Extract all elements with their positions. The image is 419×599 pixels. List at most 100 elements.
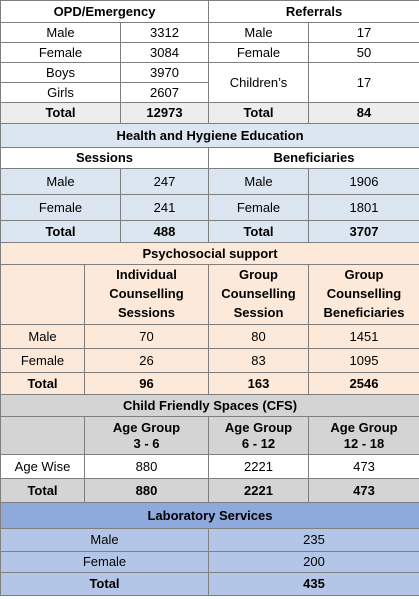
hygiene-title-row: Health and Hygiene Education — [0, 123, 419, 148]
lab-row: Female 200 — [0, 551, 419, 573]
psychosocial-row: Male 70 80 1451 — [0, 324, 419, 349]
hygiene-total-label: Total — [0, 220, 121, 243]
psychosocial-corner — [0, 264, 85, 325]
referral-total-label: Total — [208, 102, 309, 124]
hygiene-total-row: Total 488 Total 3707 — [0, 220, 419, 243]
lab-total-value: 435 — [208, 572, 419, 596]
lab-title-row: Laboratory Services — [0, 502, 419, 529]
psychosocial-total-value: 96 — [84, 372, 209, 395]
hygiene-ben-value: 1801 — [308, 194, 419, 221]
hygiene-total-ben-value: 3707 — [308, 220, 419, 243]
opd-row: Girls 2607 — [0, 82, 419, 103]
referral-value: 17 — [308, 22, 419, 43]
lab-total-row: Total 435 — [0, 572, 419, 596]
cfs-header-line1: Age Group — [224, 419, 293, 435]
hygiene-ben-label: Male — [208, 168, 309, 195]
opd-title: OPD/Emergency — [0, 0, 209, 23]
cfs-total-value: 880 — [84, 478, 209, 503]
opd-total-row: Total 12973 Total 84 — [0, 102, 419, 124]
opd-label: Boys — [0, 62, 121, 83]
referrals-title: Referrals — [208, 0, 419, 23]
lab-total-label: Total — [0, 572, 209, 596]
psychosocial-total-value: 163 — [208, 372, 309, 395]
referral-label: Female — [208, 42, 309, 63]
psychosocial-header: Individual Counselling Sessions — [84, 264, 209, 325]
lab-title: Laboratory Services — [0, 502, 419, 529]
hygiene-subheader-row: Sessions Beneficiaries — [0, 147, 419, 169]
opd-row: Female 3084 Female 50 — [0, 42, 419, 63]
hygiene-sessions-value: 247 — [120, 168, 209, 195]
hygiene-row: Male 247 Male 1906 — [0, 168, 419, 195]
hygiene-total-sessions: 488 — [120, 220, 209, 243]
psychosocial-total-value: 2546 — [308, 372, 419, 395]
referral-value: 17 — [308, 62, 419, 103]
cfs-row-label: Age Wise — [0, 454, 85, 479]
cfs-value: 473 — [308, 454, 419, 479]
cfs-header-line2: 3 - 6 — [133, 435, 160, 451]
opd-total-label: Total — [0, 102, 121, 124]
referral-label: Male — [208, 22, 309, 43]
hygiene-label: Male — [0, 168, 121, 195]
cfs-value: 880 — [84, 454, 209, 479]
cfs-title: Child Friendly Spaces (CFS) — [0, 394, 419, 417]
cfs-header: Age Group 6 - 12 — [208, 416, 309, 455]
psychosocial-total-row: Total 96 163 2546 — [0, 372, 419, 395]
cfs-header-line2: 12 - 18 — [343, 435, 385, 451]
opd-header-row: OPD/Emergency Referrals — [0, 0, 419, 23]
lab-row: Male 235 — [0, 528, 419, 552]
cfs-header: Age Group 3 - 6 — [84, 416, 209, 455]
psychosocial-title-row: Psychosocial support — [0, 242, 419, 265]
psychosocial-row: Female 26 83 1095 — [0, 348, 419, 373]
cfs-header-row: Age Group 3 - 6 Age Group 6 - 12 Age Gro… — [0, 416, 419, 455]
referral-label: Children’s — [208, 62, 309, 103]
psychosocial-total-label: Total — [0, 372, 85, 395]
opd-value: 3312 — [120, 22, 209, 43]
psychosocial-header-row: Individual Counselling Sessions Group Co… — [0, 264, 419, 325]
opd-label: Female — [0, 42, 121, 63]
hygiene-sessions-value: 241 — [120, 194, 209, 221]
psychosocial-value: 83 — [208, 348, 309, 373]
lab-label: Female — [0, 551, 209, 573]
hygiene-ben-label: Female — [208, 194, 309, 221]
hygiene-label: Female — [0, 194, 121, 221]
hygiene-row: Female 241 Female 1801 — [0, 194, 419, 221]
opd-row: Male 3312 Male 17 — [0, 22, 419, 43]
cfs-row: Age Wise 880 2221 473 — [0, 454, 419, 479]
cfs-value: 2221 — [208, 454, 309, 479]
referral-total-value: 84 — [308, 102, 419, 124]
opd-value: 3084 — [120, 42, 209, 63]
psychosocial-value: 70 — [84, 324, 209, 349]
psychosocial-value: 80 — [208, 324, 309, 349]
opd-value: 2607 — [120, 82, 209, 103]
psychosocial-value: 1451 — [308, 324, 419, 349]
hygiene-beneficiaries-header: Beneficiaries — [208, 147, 419, 169]
hygiene-total-ben-label: Total — [208, 220, 309, 243]
cfs-header: Age Group 12 - 18 — [308, 416, 419, 455]
cfs-header-line1: Age Group — [330, 419, 398, 435]
lab-value: 235 — [208, 528, 419, 552]
referral-value: 50 — [308, 42, 419, 63]
psychosocial-header: Group Counselling Beneficiaries — [308, 264, 419, 325]
lab-value: 200 — [208, 551, 419, 573]
psychosocial-value: 26 — [84, 348, 209, 373]
opd-total-value: 12973 — [120, 102, 209, 124]
psychosocial-header: Group Counselling Session — [208, 264, 309, 325]
psychosocial-title: Psychosocial support — [0, 242, 419, 265]
opd-label: Male — [0, 22, 121, 43]
cfs-header-line2: 6 - 12 — [241, 435, 276, 451]
psychosocial-label: Female — [0, 348, 85, 373]
cfs-total-value: 2221 — [208, 478, 309, 503]
cfs-header-line1: Age Group — [112, 419, 181, 435]
hygiene-sessions-header: Sessions — [0, 147, 209, 169]
psychosocial-label: Male — [0, 324, 85, 349]
hygiene-ben-value: 1906 — [308, 168, 419, 195]
cfs-title-row: Child Friendly Spaces (CFS) — [0, 394, 419, 417]
cfs-total-value: 473 — [308, 478, 419, 503]
lab-label: Male — [0, 528, 209, 552]
opd-row: Boys 3970 Children’s 17 — [0, 62, 419, 103]
cfs-corner — [0, 416, 85, 455]
opd-value: 3970 — [120, 62, 209, 83]
opd-label: Girls — [0, 82, 121, 103]
cfs-total-row: Total 880 2221 473 — [0, 478, 419, 503]
